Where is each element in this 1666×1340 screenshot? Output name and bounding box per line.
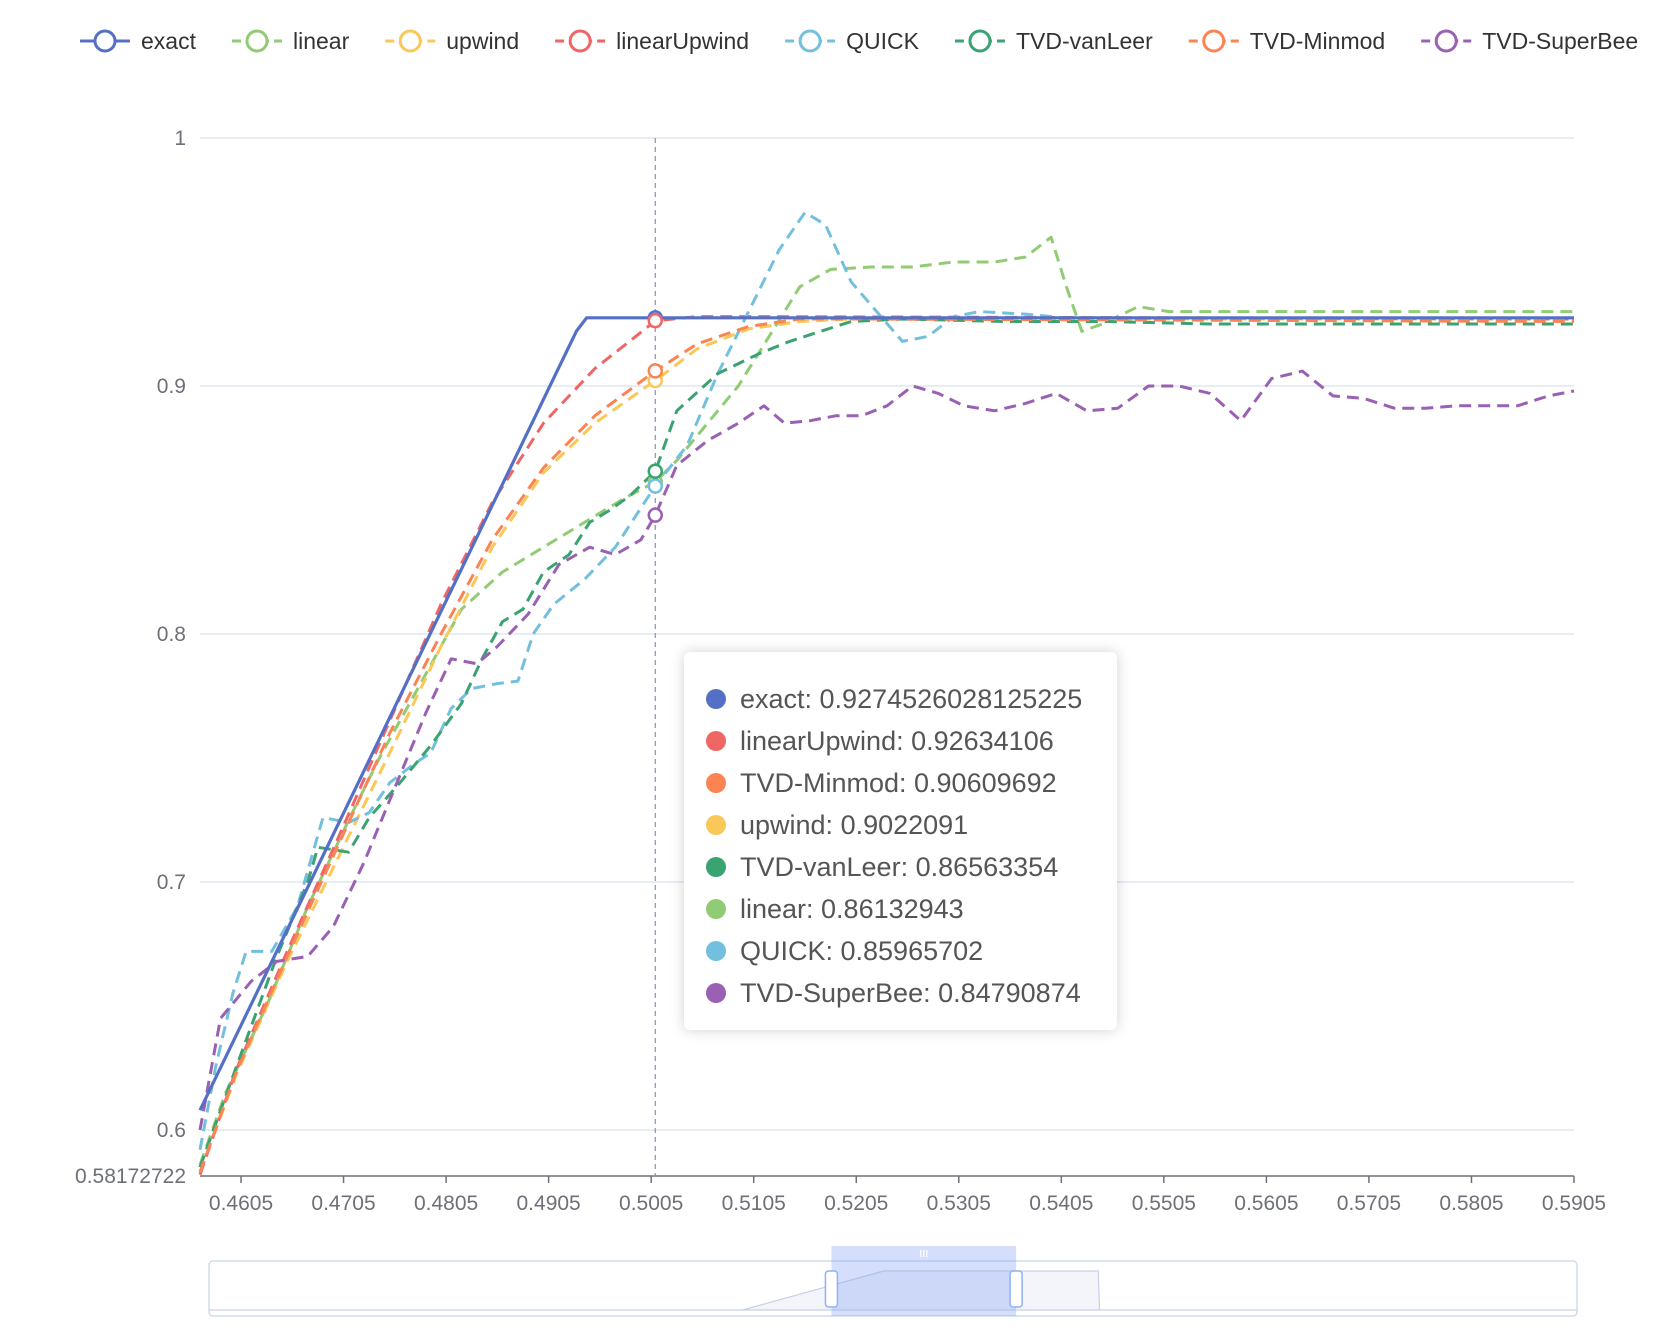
y-tick-label: 0.8	[157, 623, 186, 646]
legend-circle-icon	[798, 29, 822, 53]
x-tick-label: 0.5005	[619, 1192, 683, 1215]
x-tick-label: 0.5205	[824, 1192, 888, 1215]
y-tick-label: 1	[174, 127, 186, 150]
zoom-end-handle[interactable]	[1009, 1270, 1023, 1308]
series-dot-icon	[706, 983, 726, 1003]
legend-label: QUICK	[846, 28, 920, 54]
series-dot-icon	[706, 731, 726, 751]
legend-circle-icon	[245, 29, 269, 53]
tooltip-text: QUICK: 0.85965702	[740, 935, 984, 966]
tooltip-row: TVD-Minmod: 0.90609692	[706, 762, 1117, 804]
tooltip-row: linear: 0.86132943	[706, 888, 1117, 930]
axes: 0.6 0.7 0.8 0.9 1 0.58172722 0.4605 0.4705 0.480…	[75, 127, 1606, 1215]
tooltip-text: linearUpwind: 0.92634106	[740, 725, 1054, 756]
point-marker-linearupwind[interactable]	[647, 312, 664, 329]
legend-circle-icon	[1202, 29, 1226, 53]
series-line-upwind[interactable]	[198, 317, 1574, 1173]
legend-item-tvd-vanleer[interactable]: TVD-vanLeer	[954, 28, 1153, 54]
tooltip-text: TVD-Minmod: 0.90609692	[740, 767, 1057, 798]
legend-item-linear[interactable]: linear	[231, 28, 350, 54]
tooltip-row: exact: 0.9274526028125225	[706, 678, 1117, 720]
legend-label: TVD-Minmod	[1250, 28, 1385, 54]
highlight-markers	[647, 310, 664, 523]
legend-item-tvd-minmod[interactable]: TVD-Minmod	[1188, 28, 1385, 54]
legend-circle-icon	[568, 29, 592, 53]
zoom-start-handle[interactable]	[824, 1270, 839, 1308]
point-marker-tvd-vanleer[interactable]	[647, 463, 664, 479]
zoom-preview	[209, 1270, 1577, 1311]
point-marker-tvd-minmod[interactable]	[647, 363, 664, 379]
x-tick-label: 0.5905	[1542, 1192, 1606, 1215]
legend[interactable]: exact linear upwind linearUpwind QUICK TVD-va…	[80, 28, 1638, 54]
legend-label: linear	[293, 28, 350, 54]
series-lines	[198, 210, 1575, 1176]
tooltip-row: TVD-vanLeer: 0.86563354	[706, 846, 1117, 888]
x-tick-label: 0.4705	[311, 1192, 375, 1215]
series-dot-icon	[706, 941, 726, 961]
x-tick-label: 0.4905	[517, 1192, 581, 1215]
series-line-linear[interactable]	[198, 235, 1574, 1166]
data-zoom-slider[interactable]	[208, 1246, 1578, 1317]
tooltip-text: exact: 0.9274526028125225	[740, 683, 1083, 714]
legend-label: exact	[141, 28, 197, 54]
series-dot-icon	[706, 815, 726, 835]
legend-item-tvd-superbee[interactable]: TVD-SuperBee	[1421, 28, 1638, 54]
tooltip-row: QUICK: 0.85965702	[706, 930, 1117, 972]
x-tick-label: 0.5505	[1132, 1192, 1196, 1215]
legend-item-quick[interactable]: QUICK	[785, 28, 920, 54]
legend-item-exact[interactable]: exact	[80, 28, 197, 54]
series-dot-icon	[706, 857, 726, 877]
legend-circle-icon	[1434, 29, 1458, 53]
series-line-tvd-vanleer[interactable]	[198, 317, 1574, 1168]
legend-circle-icon	[93, 29, 117, 53]
series-dot-icon	[706, 689, 726, 709]
series-line-exact[interactable]	[198, 316, 1574, 1111]
y-tick-label: 0.6	[157, 1119, 186, 1142]
x-tick-label: 0.5405	[1029, 1192, 1093, 1215]
legend-label: upwind	[446, 28, 519, 54]
tooltip-row: upwind: 0.9022091	[706, 804, 1117, 846]
y-tick-label: 0.9	[157, 375, 186, 398]
x-tick-label: 0.4805	[414, 1192, 478, 1215]
legend-label: TVD-vanLeer	[1016, 28, 1153, 54]
zoom-selection[interactable]	[831, 1261, 1017, 1316]
x-tick-label: 0.5805	[1439, 1192, 1503, 1215]
tooltip-text: upwind: 0.9022091	[740, 809, 969, 840]
legend-label: TVD-SuperBee	[1482, 28, 1638, 54]
tooltip-text: TVD-vanLeer: 0.86563354	[740, 851, 1059, 882]
series-dot-icon	[706, 899, 726, 919]
legend-circle-icon	[968, 29, 992, 53]
y-min-label: 0.58172722	[75, 1165, 186, 1188]
x-tick-label: 0.5605	[1234, 1192, 1298, 1215]
x-tick-label: 0.5305	[927, 1192, 991, 1215]
legend-circle-icon	[398, 29, 422, 53]
series-line-tvd-minmod[interactable]	[198, 317, 1575, 1173]
tooltip-row: TVD-SuperBee: 0.84790874	[706, 972, 1117, 1014]
tooltip: exact: 0.9274526028125225 linearUpwind: …	[684, 652, 1117, 1030]
point-marker-quick[interactable]	[647, 478, 664, 494]
series-line-quick[interactable]	[198, 210, 1574, 1151]
series-line-tvd-superbee[interactable]	[198, 369, 1575, 1131]
x-tick-label: 0.5105	[722, 1192, 786, 1215]
x-tick-label: 0.4605	[209, 1192, 273, 1215]
legend-item-upwind[interactable]: upwind	[385, 28, 519, 54]
legend-label: linearUpwind	[616, 28, 749, 54]
tooltip-row: linearUpwind: 0.92634106	[706, 720, 1117, 762]
x-tick-label: 0.5705	[1337, 1192, 1401, 1215]
y-tick-label: 0.7	[157, 871, 186, 894]
legend-item-linearupwind[interactable]: linearUpwind	[555, 28, 749, 54]
tooltip-text: linear: 0.86132943	[740, 893, 964, 924]
series-dot-icon	[706, 773, 726, 793]
tooltip-text: TVD-SuperBee: 0.84790874	[740, 977, 1081, 1008]
point-marker-tvd-superbee[interactable]	[647, 507, 664, 523]
